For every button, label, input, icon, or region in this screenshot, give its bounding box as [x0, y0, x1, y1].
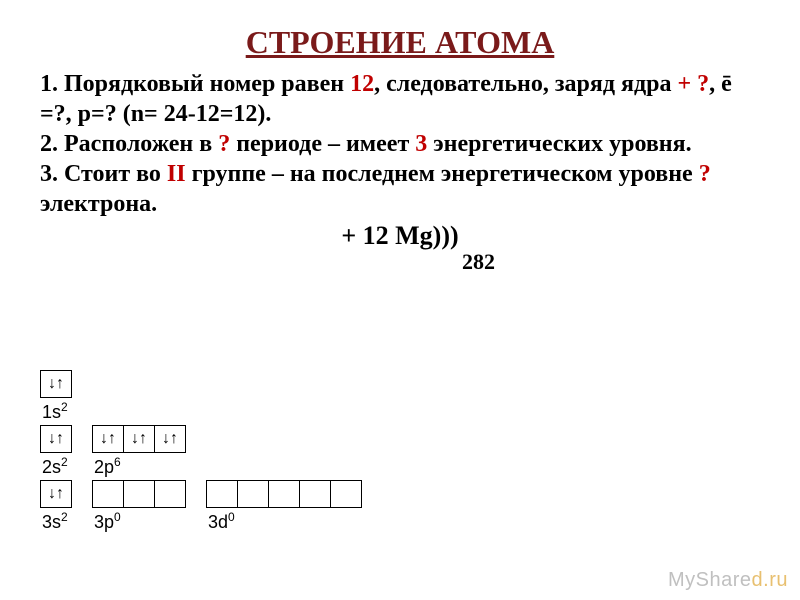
orbital-cell	[268, 480, 300, 508]
text-segment: 3. Стоит во	[40, 161, 167, 187]
orbital-block: ↓↑↓↑↓↑2p6	[92, 425, 186, 478]
orbital-block: ↓↑1s2	[40, 370, 72, 423]
orbital-cell	[299, 480, 331, 508]
orbital-row: ↓↑2s2↓↑↓↑↓↑2p6	[40, 425, 382, 478]
orbital-cells	[92, 480, 186, 508]
orbital-label: 2s2	[40, 455, 68, 478]
orbital-cell: ↓↑	[40, 370, 72, 398]
equation: + 12 Mg))) 282	[40, 221, 760, 251]
text-segment: , следовательно, заряд ядра	[374, 71, 677, 97]
orbital-cells: ↓↑	[40, 425, 72, 453]
text-segment: II	[167, 161, 186, 187]
watermark-left: MyShare	[668, 569, 752, 591]
text-segment: ?	[218, 131, 230, 157]
orbital-cell	[330, 480, 362, 508]
watermark: MyShared.ru	[668, 569, 788, 592]
orbital-cell	[92, 480, 124, 508]
equation-sub: 282	[462, 249, 495, 275]
text-segment: ?	[699, 161, 711, 187]
text-segment: электрона.	[40, 191, 157, 217]
text-segment: 1. Порядковый номер равен	[40, 71, 350, 97]
orbital-cell	[154, 480, 186, 508]
orbital-cell	[123, 480, 155, 508]
text-segment: группе – на последнем энергетическом уро…	[186, 161, 699, 187]
orbital-cell: ↓↑	[40, 480, 72, 508]
slide: СТРОЕНИЕ АТОМА 1. Порядковый номер равен…	[0, 0, 800, 600]
orbital-label: 1s2	[40, 400, 68, 423]
orbital-cells: ↓↑↓↑↓↑	[92, 425, 186, 453]
orbital-label: 3s2	[40, 510, 68, 533]
text-line: 3. Стоит во II группе – на последнем эне…	[40, 159, 760, 219]
text-segment: 2. Расположен в	[40, 131, 218, 157]
orbital-cells: ↓↑	[40, 480, 72, 508]
orbital-cell: ↓↑	[154, 425, 186, 453]
text-segment: 3	[415, 131, 427, 157]
page-title: СТРОЕНИЕ АТОМА	[40, 24, 760, 61]
orbital-cell	[237, 480, 269, 508]
orbital-cell: ↓↑	[123, 425, 155, 453]
orbital-label: 3p0	[92, 510, 121, 533]
orbital-block: ↓↑3s2	[40, 480, 72, 533]
text-segment: + ?	[677, 71, 709, 97]
equation-main: + 12 Mg)))	[341, 221, 458, 250]
orbital-block: 3p0	[92, 480, 186, 533]
text-line: 1. Порядковый номер равен 12, следовател…	[40, 69, 760, 129]
orbital-cells: ↓↑	[40, 370, 72, 398]
orbital-row: ↓↑3s2 3p0 3d0	[40, 480, 382, 533]
orbital-diagram: ↓↑1s2↓↑2s2↓↑↓↑↓↑2p6↓↑3s23p03d0	[40, 370, 382, 535]
orbital-block: ↓↑2s2	[40, 425, 72, 478]
text-segment: энергетических уровня.	[427, 131, 691, 157]
watermark-right: d.ru	[752, 569, 788, 591]
orbital-label: 2p6	[92, 455, 121, 478]
orbital-cell	[206, 480, 238, 508]
orbital-cells	[206, 480, 362, 508]
orbital-cell: ↓↑	[40, 425, 72, 453]
text-segment: периоде – имеет	[230, 131, 415, 157]
body-text: 1. Порядковый номер равен 12, следовател…	[40, 69, 760, 219]
orbital-cell: ↓↑	[92, 425, 124, 453]
orbital-row: ↓↑1s2	[40, 370, 382, 423]
text-line: 2. Расположен в ? периоде – имеет 3 энер…	[40, 129, 760, 159]
orbital-block: 3d0	[206, 480, 362, 533]
orbital-label: 3d0	[206, 510, 235, 533]
text-segment: 12	[350, 71, 374, 97]
